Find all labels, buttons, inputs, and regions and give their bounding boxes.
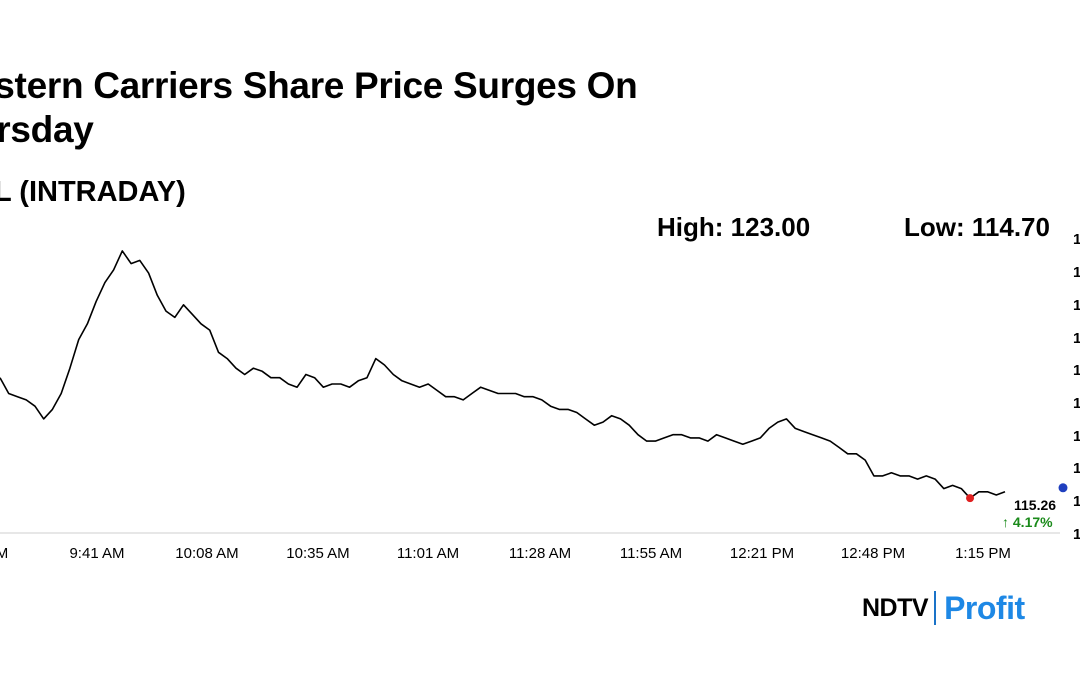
chart-title-line-2: ursday (0, 109, 94, 150)
current-price-marker (1058, 483, 1068, 493)
y-tick-label: 1 (1073, 264, 1080, 281)
y-tick-label: 1 (1073, 231, 1080, 248)
y-tick-label: 1 (1073, 330, 1080, 347)
x-tick-label: 10:08 AM (175, 545, 238, 562)
low-price-label: Low: 114.70 (904, 212, 1050, 242)
profit-wordmark: Profit (944, 589, 1025, 626)
x-tick-label: 12:21 PM (730, 545, 794, 562)
x-tick-label: 11:55 AM (620, 545, 682, 562)
last-price-label: 115.26 (1014, 497, 1056, 513)
y-tick-label: 1 (1073, 395, 1080, 412)
low-marker (966, 494, 975, 503)
ndtv-wordmark: NDTV (862, 593, 929, 622)
x-tick-label: 11:01 AM (397, 545, 459, 562)
y-tick-label: 1 (1073, 362, 1080, 379)
x-tick-label: 1:15 PM (955, 545, 1011, 562)
chart-subtitle: IL (INTRADAY) (0, 176, 186, 208)
y-tick-label: 1 (1073, 297, 1080, 314)
x-tick-label: AM (0, 545, 8, 562)
y-tick-label: 1 (1073, 526, 1080, 543)
y-tick-label: 1 (1073, 460, 1080, 477)
x-tick-label: 9:41 AM (69, 545, 124, 562)
x-tick-label: 11:28 AM (509, 545, 571, 562)
price-line (0, 250, 1006, 499)
ndtv-profit-logo: NDTV Profit (862, 588, 1025, 628)
x-tick-label: 12:48 PM (841, 545, 905, 562)
logo-divider (934, 591, 937, 625)
change-percent-label: ↑ 4.17% (1002, 514, 1053, 530)
chart-title-line-1: estern Carriers Share Price Surges On (0, 65, 638, 106)
high-price-label: High: 123.00 (657, 212, 811, 242)
y-tick-label: 1 (1073, 493, 1080, 510)
chart-title: estern Carriers Share Price Surges On ur… (0, 64, 754, 152)
x-tick-label: 10:35 AM (286, 545, 349, 562)
y-tick-label: 1 (1073, 428, 1080, 445)
